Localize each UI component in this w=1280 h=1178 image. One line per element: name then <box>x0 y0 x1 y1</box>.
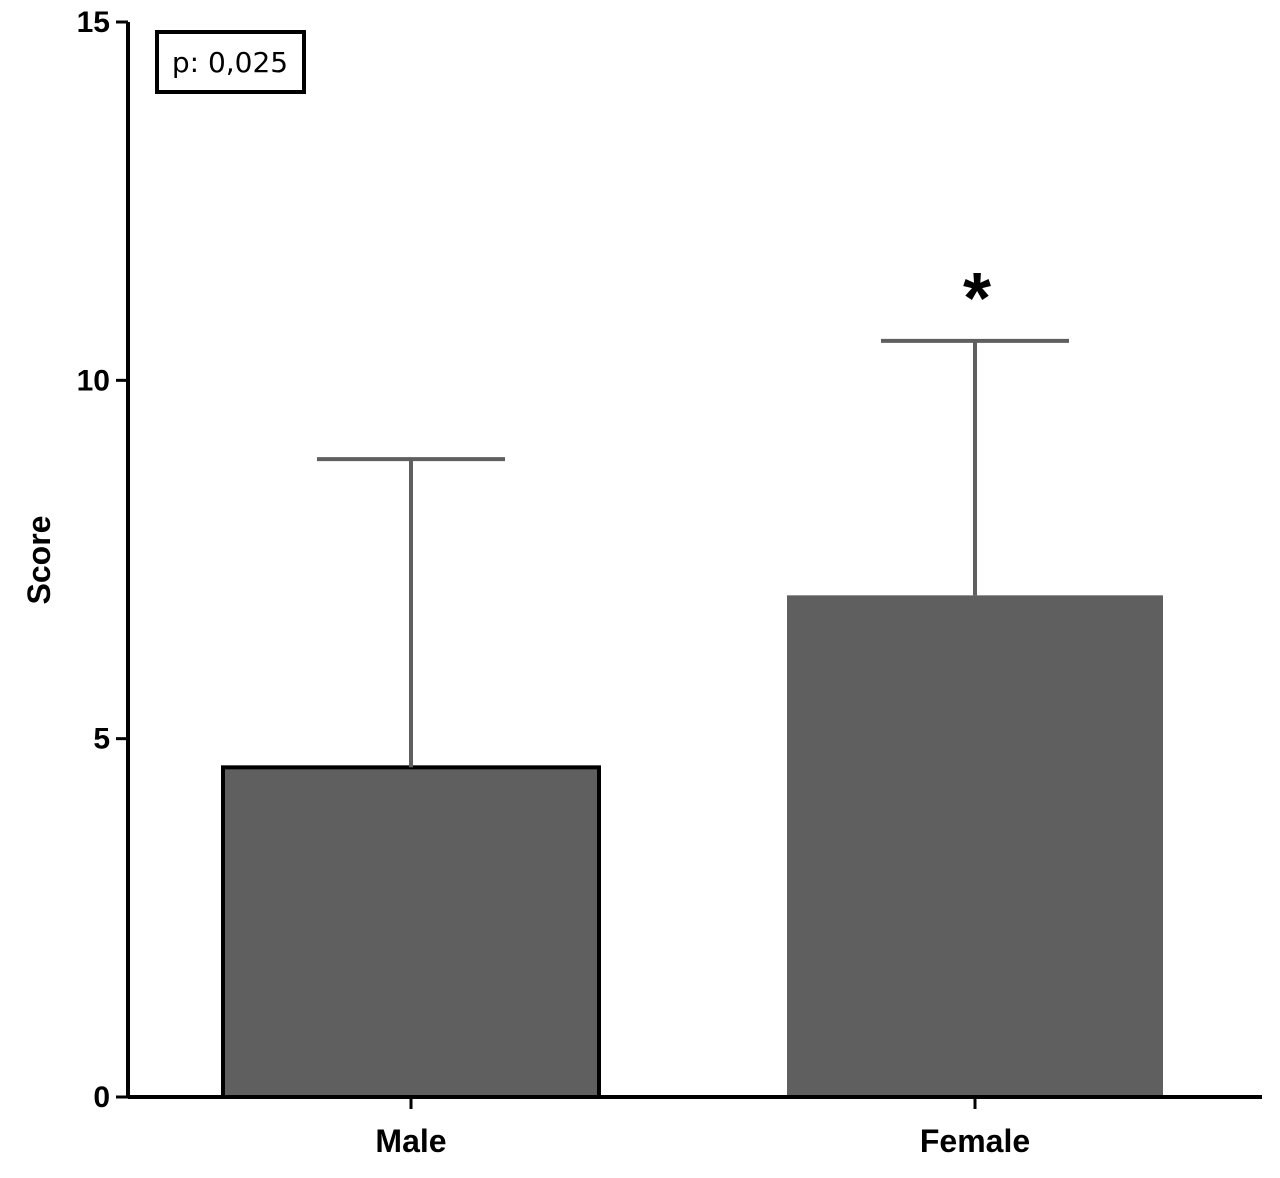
y-axis-title: Score <box>21 516 57 605</box>
p-value-text: p: 0,025 <box>172 46 288 79</box>
bar-female <box>787 595 1163 1097</box>
y-tick-label-15: 15 <box>77 6 110 39</box>
bars-layer <box>221 595 1163 1099</box>
p-value-frame <box>155 30 306 94</box>
y-tick-label-10: 10 <box>77 364 110 397</box>
axes-layer <box>126 22 1262 1099</box>
y-tick-label-5: 5 <box>93 723 110 756</box>
significance-star: * <box>963 259 991 339</box>
bar-male <box>221 765 601 1099</box>
ticks-layer: Male Female 0 5 10 15 <box>77 6 1031 1159</box>
x-tick-label-male: Male <box>375 1123 446 1159</box>
p-value-box: p: 0,025 <box>155 30 306 94</box>
y-tick-label-0: 0 <box>93 1081 110 1114</box>
x-tick-label-female: Female <box>920 1123 1030 1159</box>
error-bars-layer <box>317 338 1069 768</box>
